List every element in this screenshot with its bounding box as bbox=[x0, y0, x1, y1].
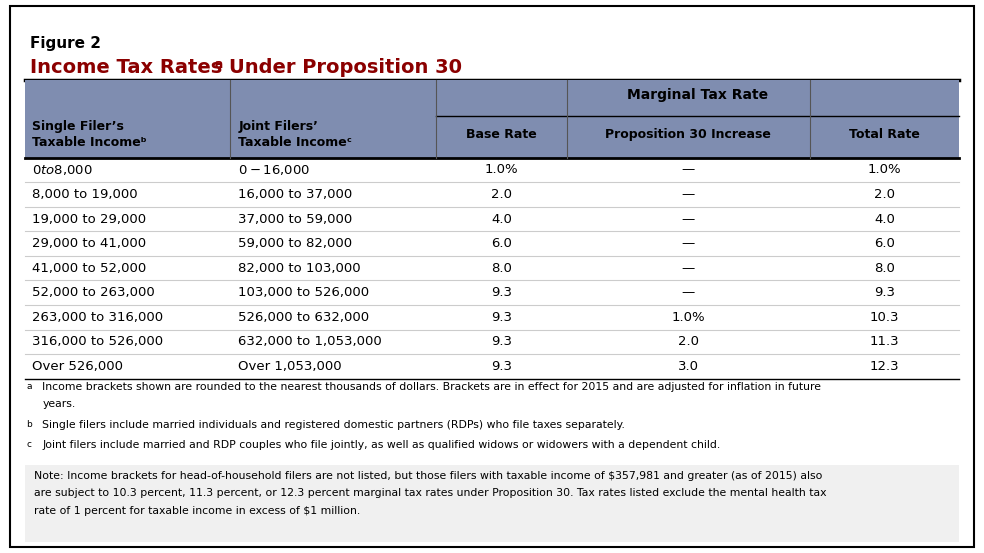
Text: Joint Filers’
Taxable Incomeᶜ: Joint Filers’ Taxable Incomeᶜ bbox=[238, 119, 352, 149]
Text: 8.0: 8.0 bbox=[491, 262, 512, 275]
Text: 263,000 to 316,000: 263,000 to 316,000 bbox=[32, 311, 163, 324]
Text: 4.0: 4.0 bbox=[491, 212, 512, 226]
Text: 29,000 to 41,000: 29,000 to 41,000 bbox=[32, 237, 147, 250]
Text: Single filers include married individuals and registered domestic partners (RDPs: Single filers include married individual… bbox=[42, 420, 625, 430]
Text: Marginal Tax Rate: Marginal Tax Rate bbox=[627, 88, 769, 102]
Text: 1.0%: 1.0% bbox=[868, 163, 901, 176]
Text: —: — bbox=[682, 212, 695, 226]
Text: 2.0: 2.0 bbox=[678, 336, 699, 348]
Text: Total Rate: Total Rate bbox=[849, 128, 920, 140]
Text: Note: Income brackets for head-of-household filers are not listed, but those fil: Note: Income brackets for head-of-househ… bbox=[34, 471, 823, 481]
Text: 9.3: 9.3 bbox=[491, 286, 512, 299]
Text: 316,000 to 526,000: 316,000 to 526,000 bbox=[32, 336, 163, 348]
Text: 632,000 to 1,053,000: 632,000 to 1,053,000 bbox=[238, 336, 382, 348]
Text: 3.0: 3.0 bbox=[678, 360, 699, 373]
Text: 11.3: 11.3 bbox=[870, 336, 899, 348]
Text: —: — bbox=[682, 237, 695, 250]
Text: —: — bbox=[682, 262, 695, 275]
Text: Income brackets shown are rounded to the nearest thousands of dollars. Brackets : Income brackets shown are rounded to the… bbox=[42, 382, 822, 392]
Text: years.: years. bbox=[42, 399, 76, 409]
Text: 9.3: 9.3 bbox=[491, 311, 512, 324]
Text: are subject to 10.3 percent, 11.3 percent, or 12.3 percent marginal tax rates un: are subject to 10.3 percent, 11.3 percen… bbox=[34, 488, 827, 498]
Text: 9.3: 9.3 bbox=[874, 286, 895, 299]
Text: 4.0: 4.0 bbox=[874, 212, 895, 226]
Text: —: — bbox=[682, 286, 695, 299]
Text: 6.0: 6.0 bbox=[491, 237, 512, 250]
Text: rate of 1 percent for taxable income in excess of $1 million.: rate of 1 percent for taxable income in … bbox=[34, 506, 361, 516]
Text: 37,000 to 59,000: 37,000 to 59,000 bbox=[238, 212, 352, 226]
Text: 6.0: 6.0 bbox=[874, 237, 895, 250]
Text: a: a bbox=[27, 382, 32, 390]
Text: $0 to $8,000: $0 to $8,000 bbox=[32, 163, 93, 177]
Text: b: b bbox=[27, 420, 32, 429]
Text: 59,000 to 82,000: 59,000 to 82,000 bbox=[238, 237, 352, 250]
Text: Income Tax Rates Under Proposition 30: Income Tax Rates Under Proposition 30 bbox=[30, 58, 461, 77]
Text: Proposition 30 Increase: Proposition 30 Increase bbox=[605, 128, 771, 140]
Text: 12.3: 12.3 bbox=[870, 360, 899, 373]
Text: Base Rate: Base Rate bbox=[466, 128, 536, 140]
Text: Single Filer’s
Taxable Incomeᵇ: Single Filer’s Taxable Incomeᵇ bbox=[32, 119, 148, 149]
Text: 9.3: 9.3 bbox=[491, 336, 512, 348]
Text: 526,000 to 632,000: 526,000 to 632,000 bbox=[238, 311, 369, 324]
Text: 9.3: 9.3 bbox=[491, 360, 512, 373]
Text: —: — bbox=[682, 163, 695, 176]
Text: 8,000 to 19,000: 8,000 to 19,000 bbox=[32, 188, 138, 201]
Text: Over 526,000: Over 526,000 bbox=[32, 360, 123, 373]
Text: 82,000 to 103,000: 82,000 to 103,000 bbox=[238, 262, 361, 275]
Text: a: a bbox=[31, 58, 222, 71]
Text: 41,000 to 52,000: 41,000 to 52,000 bbox=[32, 262, 147, 275]
Text: 1.0%: 1.0% bbox=[484, 163, 519, 176]
Text: 2.0: 2.0 bbox=[491, 188, 512, 201]
Text: 103,000 to 526,000: 103,000 to 526,000 bbox=[238, 286, 369, 299]
Text: 8.0: 8.0 bbox=[874, 262, 895, 275]
Text: Figure 2: Figure 2 bbox=[30, 36, 100, 51]
Text: 2.0: 2.0 bbox=[874, 188, 895, 201]
Text: Over 1,053,000: Over 1,053,000 bbox=[238, 360, 341, 373]
Text: Joint filers include married and RDP couples who file jointly, as well as qualif: Joint filers include married and RDP cou… bbox=[42, 440, 720, 450]
Text: 1.0%: 1.0% bbox=[671, 311, 706, 324]
Text: 52,000 to 263,000: 52,000 to 263,000 bbox=[32, 286, 155, 299]
Text: $0-$16,000: $0-$16,000 bbox=[238, 163, 310, 177]
Text: 19,000 to 29,000: 19,000 to 29,000 bbox=[32, 212, 147, 226]
Text: c: c bbox=[27, 440, 31, 449]
Text: 10.3: 10.3 bbox=[870, 311, 899, 324]
Text: —: — bbox=[682, 188, 695, 201]
Text: 16,000 to 37,000: 16,000 to 37,000 bbox=[238, 188, 352, 201]
